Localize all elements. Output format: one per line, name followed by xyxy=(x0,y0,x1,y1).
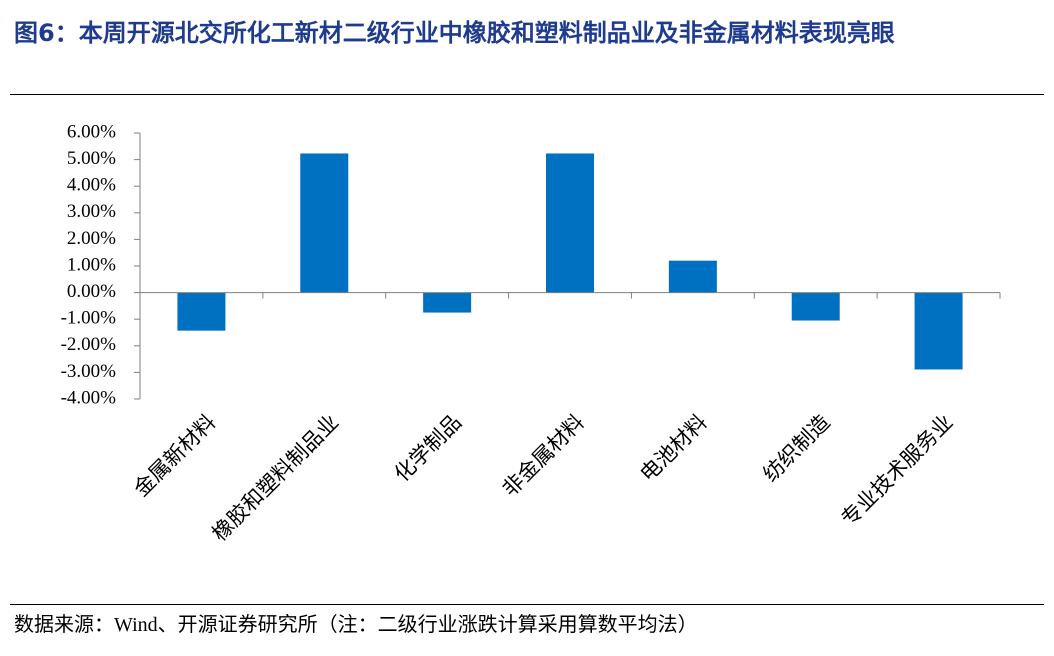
y-tick-label: 4.00% xyxy=(67,175,116,196)
x-tick-label: 专业技术服务业 xyxy=(837,410,958,531)
x-tick-label: 纺织制造 xyxy=(758,410,834,486)
bar xyxy=(914,292,963,370)
y-tick-label: 1.00% xyxy=(67,254,116,275)
y-tick-label: 5.00% xyxy=(67,148,116,169)
y-tick-label: -2.00% xyxy=(61,334,117,355)
source-note: 数据来源：Wind、开源证券研究所（注：二级行业涨跌计算采用算数平均法） xyxy=(14,614,698,636)
x-tick-label: 金属新材料 xyxy=(129,410,220,501)
bar xyxy=(177,292,226,331)
bar xyxy=(423,292,472,313)
title-rule xyxy=(10,94,1044,95)
y-tick-label: -4.00% xyxy=(61,387,117,408)
chart-title: 图6：本周开源北交所化工新材二级行业中橡胶和塑料制品业及非金属材料表现亮眼 xyxy=(14,19,895,47)
bar xyxy=(546,153,594,293)
bar xyxy=(791,292,840,321)
y-tick-label: -1.00% xyxy=(61,308,117,329)
x-tick-label: 化学制品 xyxy=(390,410,466,486)
bar xyxy=(668,260,717,293)
y-tick-label: -3.00% xyxy=(61,361,117,382)
source-rule xyxy=(10,604,1044,605)
x-tick-label: 电池材料 xyxy=(635,410,711,486)
y-tick-label: 3.00% xyxy=(67,201,116,222)
x-tick-label: 橡胶和塑料制品业 xyxy=(207,410,343,546)
y-tick-label: 0.00% xyxy=(67,281,116,302)
bar xyxy=(300,153,349,293)
x-tick-label: 非金属材料 xyxy=(498,410,589,501)
y-tick-label: 6.00% xyxy=(67,121,116,142)
chart: -4.00% -3.00% -2.00% -1.00% 0.00% 1.00% 2.00% 3… xyxy=(61,121,1001,546)
y-tick-label: 2.00% xyxy=(67,228,116,249)
